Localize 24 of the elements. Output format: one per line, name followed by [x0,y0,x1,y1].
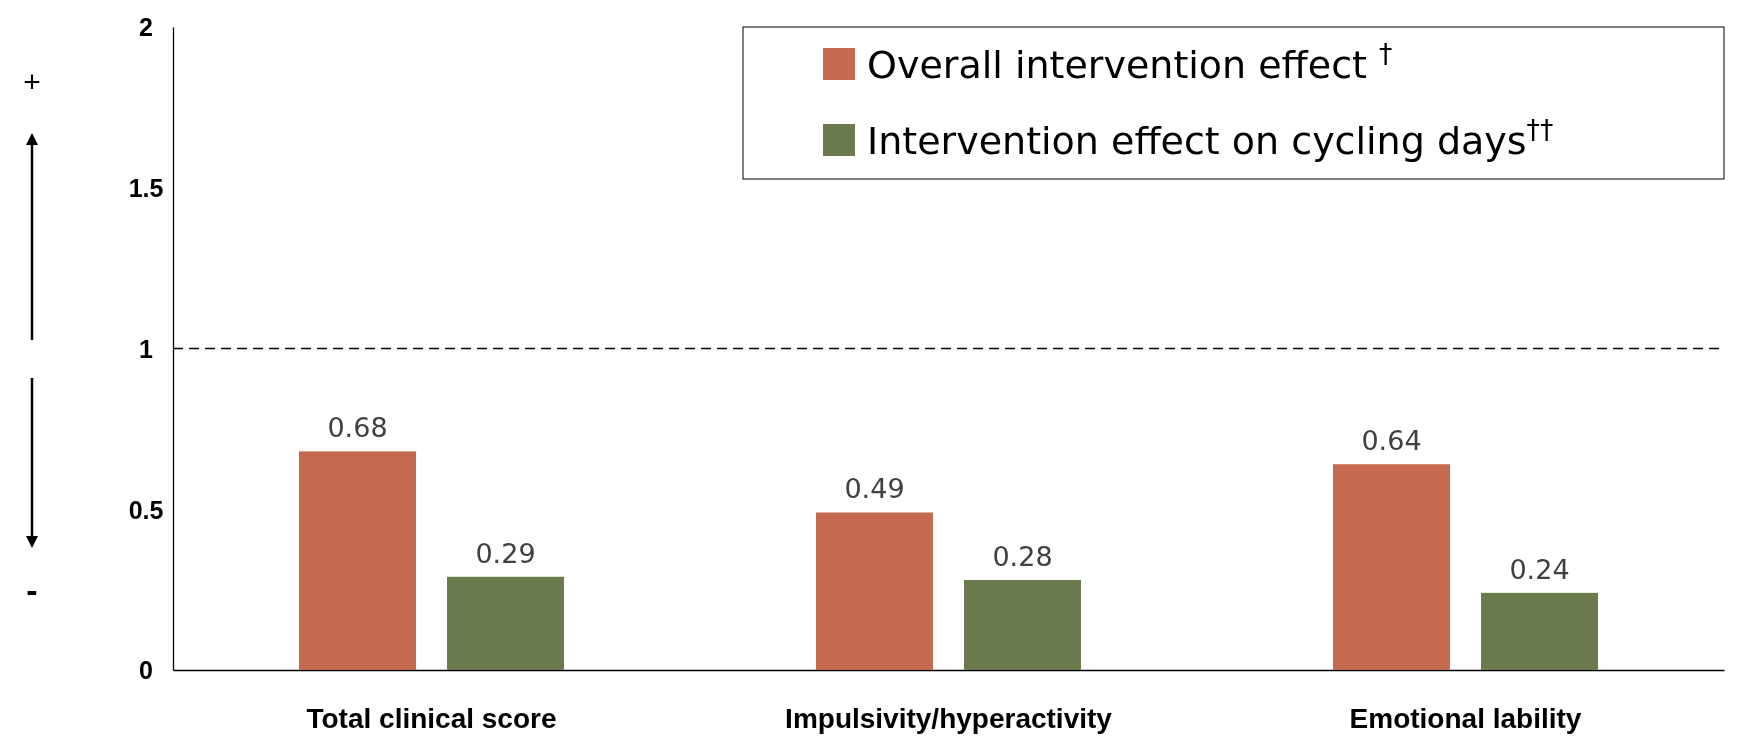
x-tick-label: Total clinical score [306,702,557,734]
y-tick-label: 2 [139,13,153,42]
text: + [23,65,41,99]
data-label: 0.24 [1509,553,1570,585]
y-tick-label: 0 [139,656,153,685]
bar [964,579,1081,670]
data-label: 0.28 [992,540,1053,572]
bar [816,512,933,670]
data-label: 0.64 [1361,425,1422,457]
data-label: 0.68 [327,412,388,444]
data-label: 0.29 [475,537,536,569]
y-tick-label: 1.5 [128,174,164,202]
legend-label: Intervention effect on cycling days$^{††}$ [867,113,1554,163]
y-tick-label: 0.5 [128,495,164,524]
data-label: 0.49 [844,473,905,505]
bar [299,451,416,670]
x-tick-label: Emotional lability [1349,702,1582,734]
bar [1481,592,1598,670]
x-tick-label: Impulsivity/hyperactivity [785,702,1113,734]
legend-label: Overall intervention effect $^{†}$ [867,37,1393,87]
y-tick-label: 1 [139,334,154,363]
text: - [26,570,38,609]
bar [447,576,564,670]
bar [1333,464,1450,670]
